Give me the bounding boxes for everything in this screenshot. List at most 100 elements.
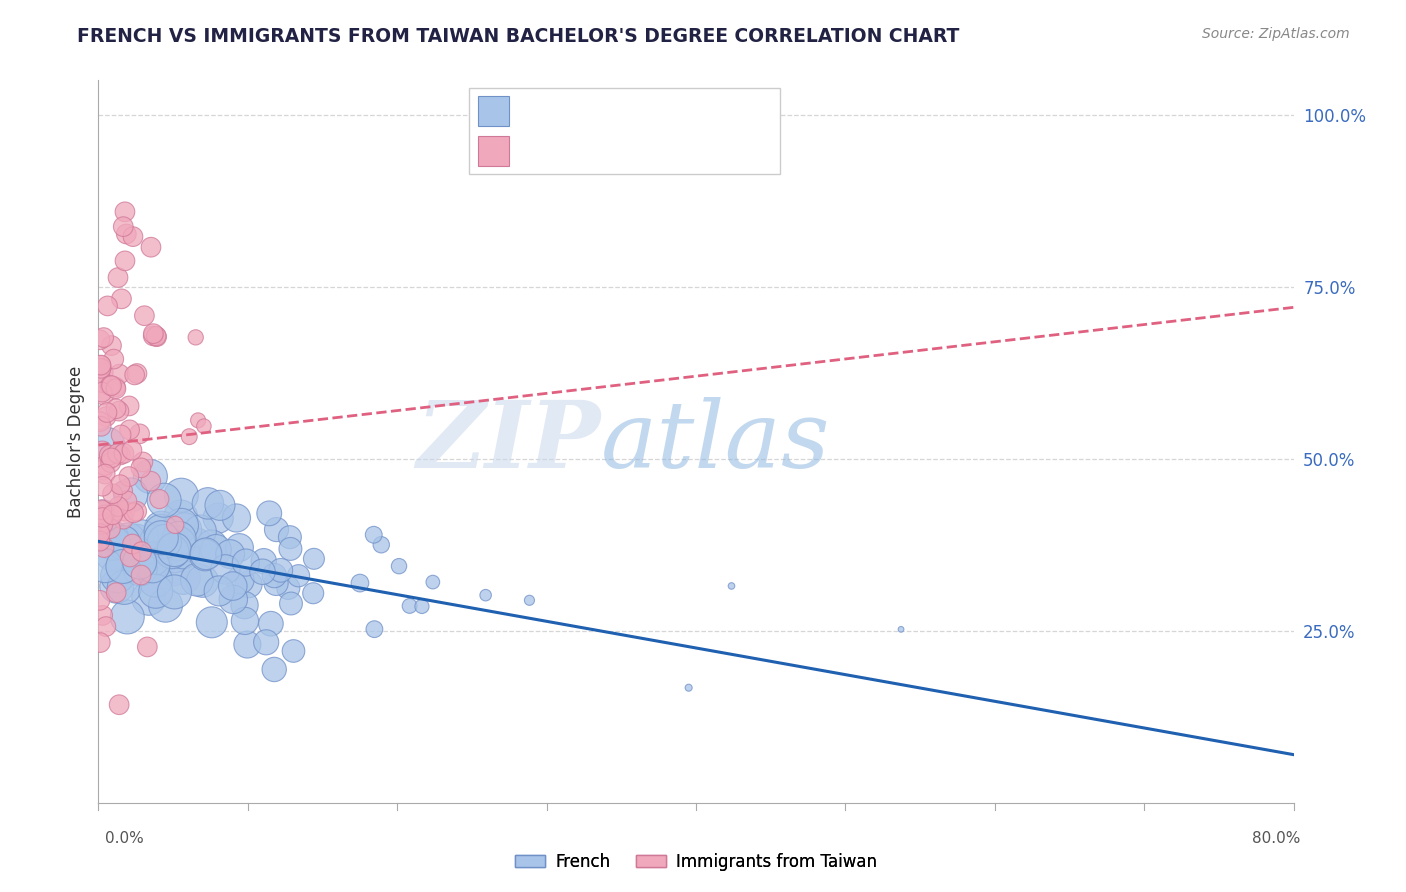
Point	[93, 503, 115, 517]
Point	[93, 388, 115, 402]
Text: Source: ZipAtlas.com: Source: ZipAtlas.com	[1202, 27, 1350, 41]
Text: FRENCH VS IMMIGRANTS FROM TAIWAN BACHELOR'S DEGREE CORRELATION CHART: FRENCH VS IMMIGRANTS FROM TAIWAN BACHELO…	[77, 27, 960, 45]
Point	[264, 576, 287, 591]
Point	[139, 469, 162, 483]
Point	[103, 536, 125, 550]
Point	[197, 496, 219, 510]
Point	[91, 608, 114, 623]
Point	[103, 505, 125, 519]
Point	[100, 456, 122, 470]
Point	[111, 559, 134, 574]
Point	[91, 385, 114, 400]
Point	[474, 588, 496, 602]
Point	[129, 460, 152, 475]
Point	[115, 227, 138, 241]
Point	[117, 533, 139, 547]
Point	[89, 333, 111, 347]
Point	[101, 547, 124, 561]
Point	[422, 575, 444, 590]
Point	[278, 530, 301, 544]
Point	[150, 524, 173, 539]
Point	[163, 542, 186, 557]
Point	[89, 635, 111, 649]
Y-axis label: Bachelor's Degree: Bachelor's Degree	[66, 366, 84, 517]
Point	[160, 544, 183, 558]
Point	[100, 338, 122, 352]
Point	[108, 367, 131, 381]
Point	[108, 477, 131, 491]
Point	[90, 358, 112, 372]
Point	[91, 479, 114, 493]
Point	[263, 568, 285, 582]
Point	[139, 240, 162, 254]
Point	[111, 483, 134, 498]
Point	[184, 330, 207, 344]
Point	[280, 597, 302, 611]
Point	[100, 522, 122, 536]
Point	[91, 463, 114, 477]
Point	[90, 514, 112, 528]
Point	[201, 615, 224, 630]
Point	[89, 415, 111, 429]
Point	[107, 569, 129, 583]
Point	[142, 558, 165, 573]
Point	[260, 616, 283, 631]
Point	[93, 541, 115, 555]
Point	[127, 554, 149, 568]
Point	[214, 562, 236, 576]
Point	[94, 619, 117, 633]
Point	[163, 585, 186, 599]
Text: 80.0%: 80.0%	[1253, 831, 1301, 846]
Point	[94, 458, 117, 473]
Point	[91, 510, 114, 524]
Point	[118, 469, 141, 483]
Point	[145, 573, 167, 587]
Point	[205, 542, 228, 557]
Point	[349, 576, 371, 591]
Point	[89, 526, 111, 541]
Point	[136, 640, 159, 654]
Point	[139, 474, 162, 488]
Point	[191, 574, 214, 589]
Point	[132, 455, 155, 469]
Point	[170, 488, 193, 502]
Point	[91, 365, 114, 379]
Point	[90, 361, 112, 376]
Point	[194, 548, 217, 562]
Point	[129, 568, 152, 582]
Point	[89, 534, 111, 549]
Point	[138, 591, 160, 606]
Point	[145, 584, 167, 599]
Point	[101, 487, 124, 501]
Point	[101, 508, 124, 522]
Point	[129, 562, 152, 576]
Point	[120, 488, 142, 502]
Point	[105, 579, 128, 593]
Point	[145, 329, 167, 343]
Point	[169, 510, 191, 524]
Point	[108, 698, 131, 712]
Point	[97, 437, 120, 451]
Point	[167, 536, 190, 550]
Point	[98, 448, 121, 462]
Point	[94, 467, 117, 481]
Point	[93, 330, 115, 344]
Point	[110, 428, 132, 442]
Point	[125, 534, 148, 549]
Point	[165, 517, 187, 532]
Point	[153, 534, 176, 549]
Point	[173, 523, 195, 537]
Point	[125, 504, 148, 518]
Point	[363, 622, 385, 636]
Point	[142, 329, 165, 343]
Legend: French, Immigrants from Taiwan: French, Immigrants from Taiwan	[509, 847, 883, 878]
Point	[120, 549, 142, 564]
Point	[118, 399, 141, 413]
Point	[94, 409, 117, 424]
Point	[236, 638, 259, 652]
Point	[186, 573, 208, 587]
Point	[283, 644, 305, 658]
Point	[94, 558, 117, 573]
Point	[186, 537, 208, 551]
Point	[90, 419, 112, 434]
